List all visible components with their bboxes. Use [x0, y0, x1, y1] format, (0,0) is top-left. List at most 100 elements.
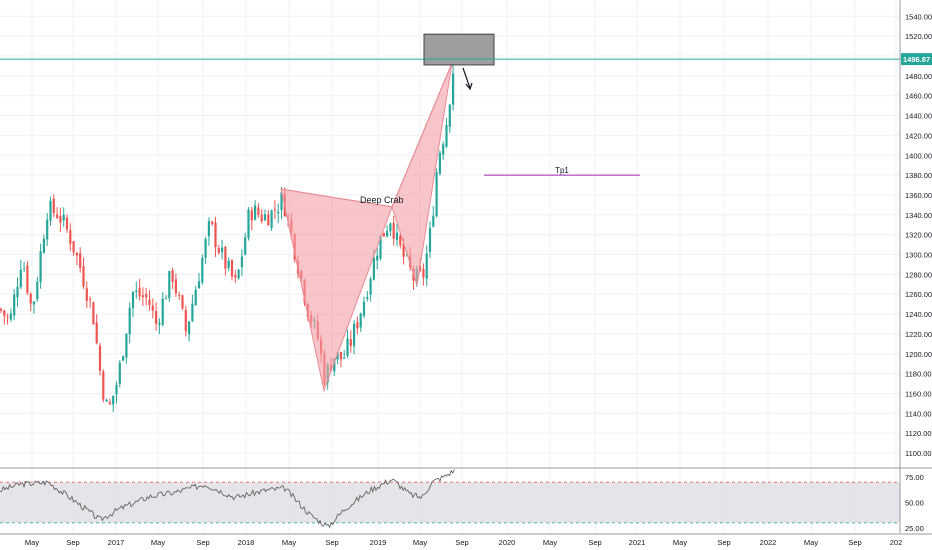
- candle-down: [56, 214, 59, 218]
- rsi-tick-label: 50.00: [905, 499, 924, 508]
- candle-down: [72, 241, 75, 253]
- x-tick-label: Sep: [588, 538, 601, 547]
- candle-up: [254, 205, 257, 220]
- x-tick-label: Sep: [325, 538, 338, 547]
- candle-up: [244, 237, 247, 255]
- x-tick-label: 202: [890, 538, 903, 547]
- candle-up: [333, 358, 336, 372]
- candle-up: [122, 356, 125, 361]
- candle-down: [171, 270, 174, 282]
- price-tag-label: 1496.87: [903, 55, 930, 64]
- y-tick-label: 1220.00: [905, 330, 932, 339]
- candle-down: [234, 275, 237, 278]
- y-tick-label: 1160.00: [905, 389, 932, 398]
- candle-down: [267, 214, 270, 226]
- pattern-line-bd: [391, 62, 453, 208]
- candle-down: [65, 217, 69, 230]
- x-tick-label: Sep: [848, 538, 861, 547]
- candle-down: [224, 247, 227, 269]
- candle-up: [112, 395, 115, 405]
- candle-up: [158, 322, 161, 325]
- pattern-line-xb: [280, 188, 393, 208]
- candle-up: [42, 238, 45, 253]
- candle-up: [207, 221, 210, 237]
- y-tick-label: 1380.00: [905, 171, 932, 180]
- x-tick-label: 2020: [499, 538, 516, 547]
- y-tick-label: 1340.00: [905, 211, 932, 220]
- y-tick-label: 1460.00: [905, 92, 932, 101]
- y-tick-label: 1420.00: [905, 131, 932, 140]
- x-tick-label: May: [25, 538, 39, 547]
- candle-up: [343, 357, 346, 359]
- x-tick-label: 2017: [108, 538, 125, 547]
- candle-down: [349, 339, 352, 346]
- candle-down: [26, 265, 29, 293]
- x-tick-label: Sep: [66, 538, 79, 547]
- candle-up: [366, 297, 369, 299]
- candle-down: [138, 287, 141, 297]
- candle-down: [59, 216, 62, 223]
- candle-up: [336, 352, 339, 360]
- candle-up: [280, 192, 283, 211]
- x-tick-label: 2018: [238, 538, 255, 547]
- rsi-line: [0, 469, 455, 529]
- candle-up: [432, 215, 435, 227]
- candle-up: [194, 289, 197, 306]
- x-tick-label: Sep: [196, 538, 209, 547]
- x-tick-label: May: [151, 538, 165, 547]
- candle-up: [39, 251, 42, 283]
- rsi-panel: [0, 469, 900, 529]
- deep-crab-pattern[interactable]: Deep Crab: [280, 62, 453, 393]
- candle-up: [16, 286, 19, 298]
- candle-down: [422, 268, 425, 278]
- candle-up: [164, 298, 168, 300]
- candle-up: [128, 307, 131, 335]
- prz-box[interactable]: [423, 33, 495, 66]
- candle-down: [82, 266, 85, 287]
- y-tick-label: 1260.00: [905, 290, 932, 299]
- candle-up: [353, 323, 356, 347]
- y-tick-label: 1300.00: [905, 251, 932, 260]
- candle-up: [346, 338, 349, 356]
- candle-down: [257, 207, 260, 215]
- candle-up: [161, 298, 164, 325]
- candle-up: [115, 384, 118, 395]
- candle-up: [46, 219, 49, 240]
- candle-down: [151, 305, 154, 311]
- candle-up: [389, 223, 392, 232]
- candle-up: [372, 257, 375, 280]
- candle-up: [425, 253, 428, 279]
- candle-down: [69, 230, 72, 244]
- candle-down: [0, 308, 3, 311]
- candle-up: [227, 260, 230, 268]
- candle-up: [435, 172, 438, 217]
- candle-up: [452, 73, 455, 105]
- candle-down: [89, 298, 92, 300]
- candle-down: [98, 345, 102, 371]
- candle-up: [277, 211, 280, 214]
- candle-up: [263, 214, 267, 221]
- candle-down: [108, 402, 111, 404]
- candle-up: [168, 271, 171, 299]
- price-tag: [901, 53, 932, 66]
- candle-up: [395, 232, 399, 240]
- candle-up: [36, 281, 39, 300]
- candle-up: [197, 281, 201, 289]
- candle-down: [6, 316, 9, 318]
- candle-down: [382, 232, 385, 237]
- candle-up: [191, 303, 194, 322]
- candle-down: [85, 288, 88, 301]
- candle-up: [62, 214, 65, 221]
- x-tick-label: Sep: [717, 538, 730, 547]
- candle-down: [92, 302, 95, 325]
- candle-down: [273, 209, 276, 211]
- candle-down: [145, 294, 148, 298]
- candle-down: [141, 295, 144, 297]
- candle-down: [392, 223, 395, 239]
- pattern-triangle-bcd[interactable]: [391, 62, 453, 286]
- candle-down: [402, 243, 405, 257]
- pattern-triangle-xab[interactable]: [280, 188, 393, 393]
- candle-down: [102, 371, 105, 400]
- y-tick-label: 1100.00: [905, 449, 932, 458]
